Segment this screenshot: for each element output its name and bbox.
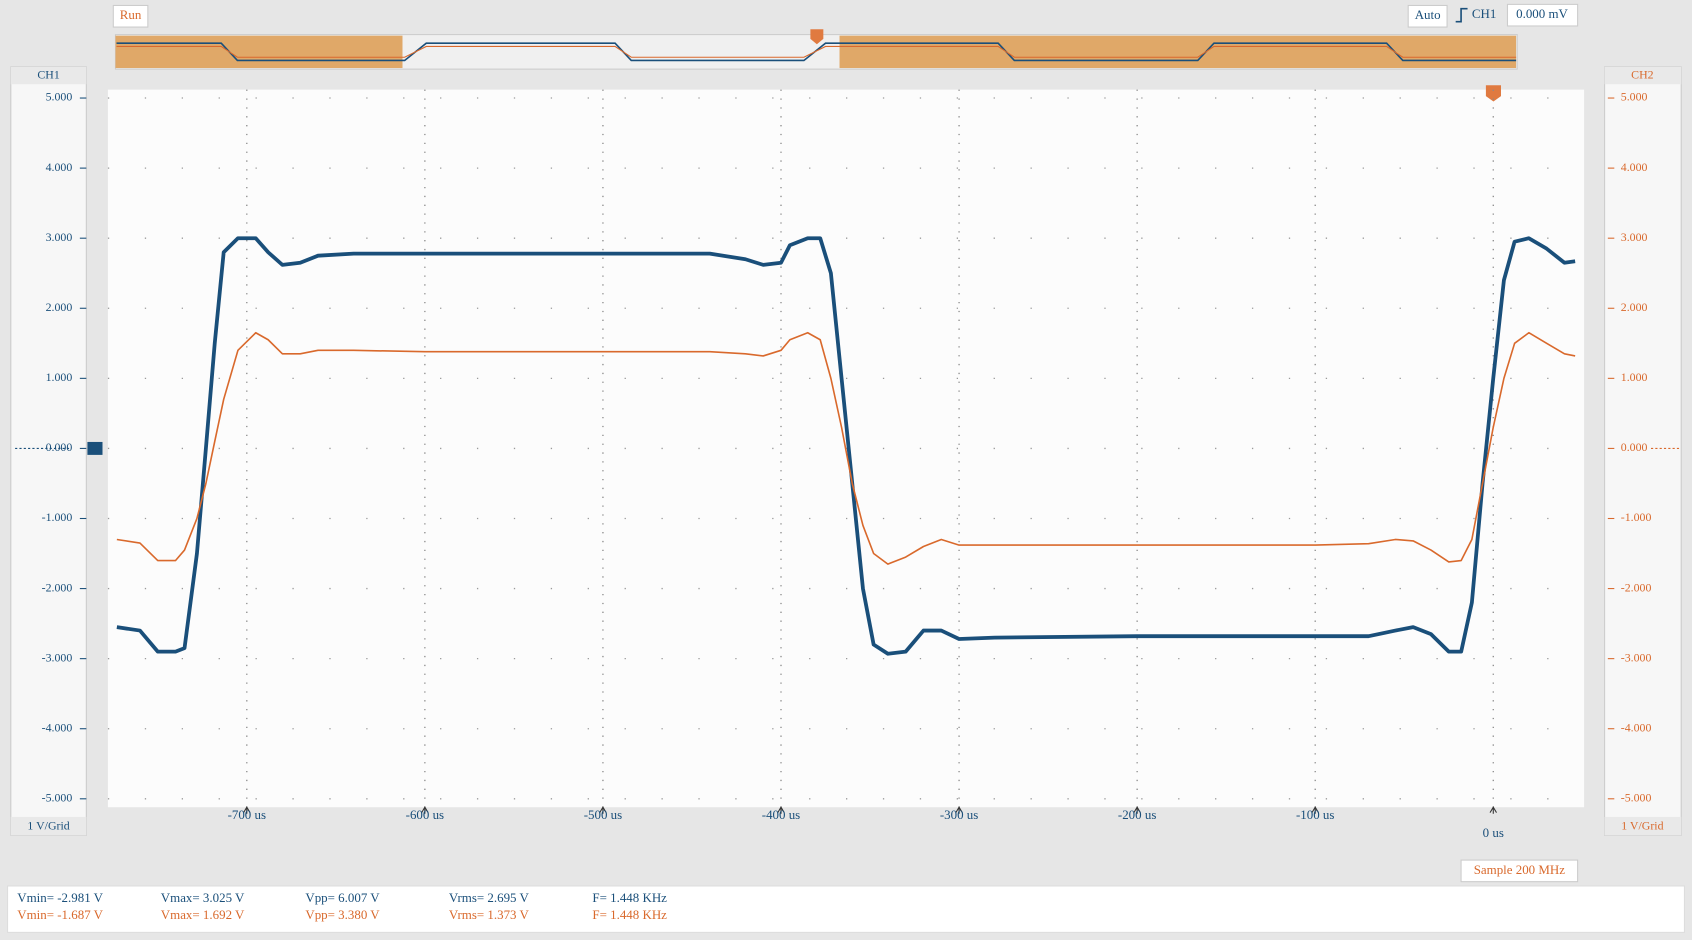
ch2-header[interactable] [1604, 66, 1682, 85]
sample-rate: Sample 200 MHz [1474, 862, 1566, 877]
x-tick [599, 806, 607, 814]
y-tick-label: -2.000 [42, 580, 73, 594]
run-label: Run [120, 7, 142, 22]
y-tick-label: 3.000 [46, 230, 73, 244]
y2-tick-label: -1.000 [1621, 510, 1652, 524]
trigger-position-marker[interactable] [1485, 85, 1502, 102]
ch1-label: CH1 [37, 67, 59, 81]
y2-tick-label: 1.000 [1621, 370, 1648, 384]
y2-tick-label: -3.000 [1621, 650, 1652, 664]
y2-tick-label: -5.000 [1621, 791, 1652, 805]
measurement: Vrms= 2.695 V [449, 890, 530, 905]
sample-box [1460, 859, 1579, 883]
y-tick-label: 4.000 [46, 160, 73, 174]
y-tick-label: 0.000 [46, 440, 73, 454]
x-tick [777, 806, 785, 814]
measurement: Vpp= 3.380 V [305, 907, 380, 922]
measurement: F= 1.448 KHz [592, 890, 667, 905]
y2-tick-label: 3.000 [1621, 230, 1648, 244]
y2-tick-label: 2.000 [1621, 300, 1648, 314]
x-tick [1133, 806, 1141, 814]
trigger-edge-icon [1455, 7, 1468, 23]
measurement-panel [7, 885, 1685, 933]
ch2-panel [1604, 66, 1682, 836]
y2-tick-label: 5.000 [1621, 90, 1648, 104]
trigger-level: 0.000 mV [1516, 6, 1568, 21]
x-tick-label: -600 us [406, 807, 444, 822]
measurement: Vpp= 6.007 V [305, 890, 380, 905]
x-tick-label: -100 us [1296, 807, 1334, 822]
x-tick [955, 806, 963, 814]
measurement: Vmin= -2.981 V [17, 890, 103, 905]
overview-outside [115, 35, 403, 69]
trigger-mode: Auto [1415, 7, 1441, 22]
x-tick-label: -400 us [762, 807, 800, 822]
ch1-panel [10, 66, 87, 836]
x-tick [1489, 806, 1497, 814]
y2-tick-label: 4.000 [1621, 160, 1648, 174]
measurement: Vmax= 3.025 V [161, 890, 245, 905]
overview-trace-ch2 [116, 45, 1517, 58]
x-tick-label: -500 us [584, 807, 622, 822]
trigger-level-box[interactable] [1506, 3, 1579, 27]
y2-tick-label: -4.000 [1621, 720, 1652, 734]
measurement: Vmin= -1.687 V [17, 907, 103, 922]
ch1-offset-marker[interactable] [87, 441, 103, 455]
x-tick-label: 0 us [1483, 825, 1504, 840]
ch2-label: CH2 [1631, 67, 1653, 81]
y2-tick-label: 0.000 [1621, 440, 1648, 454]
y-tick-label: -1.000 [42, 510, 73, 524]
x-tick [421, 806, 429, 814]
x-tick-label: -700 us [228, 807, 266, 822]
overview-trigger-marker[interactable] [810, 29, 824, 45]
overview-outside [839, 35, 1517, 69]
run-button[interactable] [112, 4, 149, 28]
ch2-scale: 1 V/Grid [1621, 818, 1663, 832]
y-tick-label: 1.000 [46, 370, 73, 384]
ch1-scale: 1 V/Grid [27, 818, 69, 832]
trigger-source: CH1 [1472, 6, 1496, 21]
trace-ch2 [116, 331, 1576, 565]
x-tick [1311, 806, 1319, 814]
x-tick-label: -300 us [940, 807, 978, 822]
y-tick-label: -4.000 [42, 720, 73, 734]
y-tick-label: 5.000 [46, 90, 73, 104]
x-tick [243, 806, 251, 814]
ch1-footer[interactable] [10, 816, 87, 836]
x-tick-label: -200 us [1118, 807, 1156, 822]
measurement: Vmax= 1.692 V [161, 907, 245, 922]
trigger-mode-button[interactable] [1407, 4, 1448, 28]
y2-tick-label: -2.000 [1621, 580, 1652, 594]
ch1-header[interactable] [10, 66, 87, 85]
y-tick-label: 2.000 [46, 300, 73, 314]
y-tick-label: -3.000 [42, 650, 73, 664]
ch2-footer[interactable] [1604, 816, 1682, 836]
measurement: Vrms= 1.373 V [449, 907, 530, 922]
trace-ch1 [116, 236, 1576, 656]
measurement: F= 1.448 KHz [592, 907, 667, 922]
y-tick-label: -5.000 [42, 791, 73, 805]
